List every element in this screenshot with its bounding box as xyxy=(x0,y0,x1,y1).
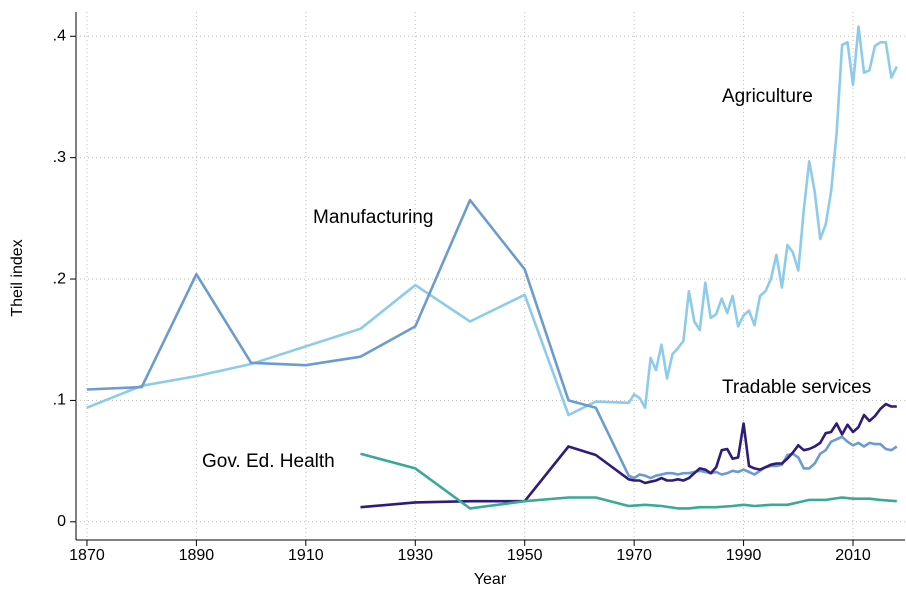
x-tick-label: 1950 xyxy=(507,547,543,564)
y-tick-label: .2 xyxy=(53,270,66,287)
y-tick-label: .4 xyxy=(53,27,66,44)
series-label: Tradable services xyxy=(722,377,871,398)
x-tick-label: 1930 xyxy=(397,547,433,564)
series-label: Manufacturing xyxy=(313,207,433,228)
series-line xyxy=(360,452,897,510)
x-axis-title: Year xyxy=(474,571,507,588)
y-tick-label: .3 xyxy=(53,149,66,166)
x-tick-label: 1870 xyxy=(69,547,105,564)
y-tick-label: .1 xyxy=(53,392,66,409)
x-tick-label: 1970 xyxy=(616,547,652,564)
series-line xyxy=(86,198,898,480)
series-label: Agriculture xyxy=(722,86,813,107)
x-tick-label: 1910 xyxy=(288,547,324,564)
y-tick-label: 0 xyxy=(57,513,66,530)
series-line xyxy=(86,25,898,417)
y-axis-title: Theil index xyxy=(9,239,26,316)
x-tick-label: 2010 xyxy=(835,547,871,564)
series-label: Gov. Ed. Health xyxy=(202,451,335,472)
series-line xyxy=(360,402,897,509)
x-tick-label: 1890 xyxy=(179,547,215,564)
x-tick-label: 1990 xyxy=(726,547,762,564)
